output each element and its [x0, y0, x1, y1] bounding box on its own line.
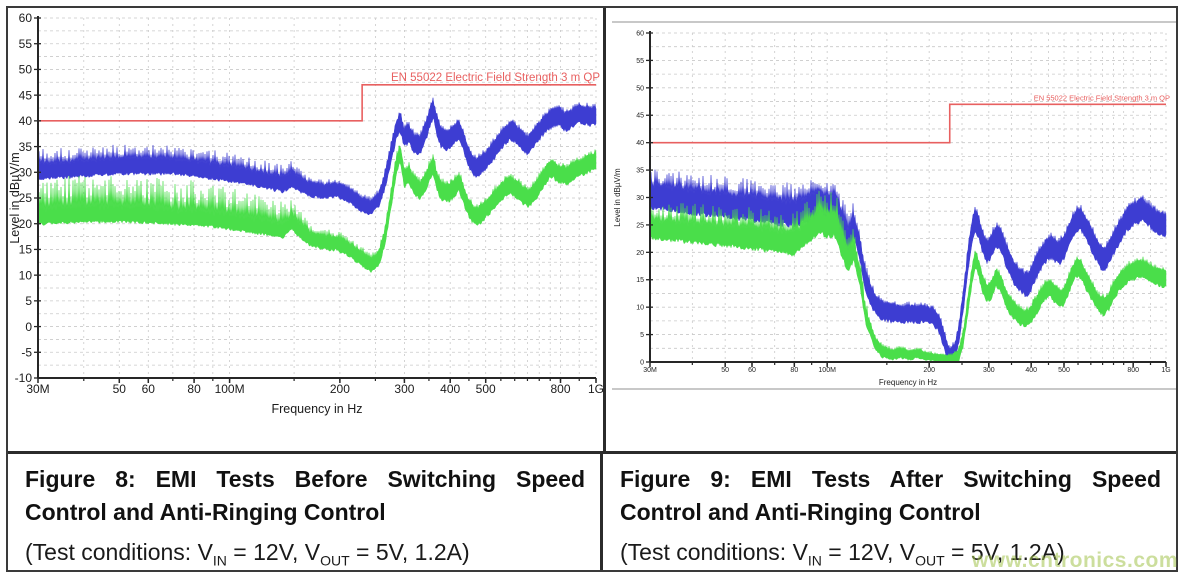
- figure9-caption-title: Figure 9: EMI Tests After Switching Spee…: [620, 466, 1161, 525]
- svg-text:Level in dBµV/m: Level in dBµV/m: [8, 152, 22, 243]
- svg-text:-5: -5: [21, 345, 32, 359]
- svg-text:300: 300: [983, 367, 995, 374]
- svg-text:1G: 1G: [588, 382, 603, 396]
- figure8-caption-title: Figure 8: EMI Tests Before Switching Spe…: [25, 466, 585, 525]
- cond-text: (Test conditions: V: [25, 539, 213, 565]
- svg-text:0: 0: [640, 359, 644, 366]
- cond-sub-out: OUT: [915, 552, 945, 569]
- svg-text:0: 0: [25, 320, 32, 334]
- cond-sub-out: OUT: [320, 552, 350, 569]
- svg-text:80: 80: [790, 367, 798, 374]
- svg-text:80: 80: [187, 382, 201, 396]
- figure-table: -10 -5 0 5 10 15 20 25 30 35 40 45 50 55 60 30M 50 60 80 10…: [6, 6, 1178, 572]
- chart-panel-figure9: 0 5 10 15 20 25 30 35 40 45 50 55 60 30M 50 60 80 100M 200…: [606, 8, 1176, 451]
- svg-text:800: 800: [1127, 367, 1139, 374]
- cond-text: = 5V, 1.2A): [349, 539, 470, 565]
- svg-text:400: 400: [1025, 367, 1037, 374]
- svg-text:200: 200: [330, 382, 350, 396]
- svg-text:35: 35: [636, 168, 644, 175]
- svg-text:45: 45: [19, 88, 33, 102]
- svg-text:45: 45: [636, 113, 644, 120]
- figure9-test-conditions: (Test conditions: VIN = 12V, VOUT = 5V, …: [620, 539, 1161, 569]
- svg-text:30: 30: [636, 195, 644, 202]
- svg-text:500: 500: [1058, 367, 1070, 374]
- svg-text:35: 35: [19, 140, 33, 154]
- svg-text:30M: 30M: [26, 382, 49, 396]
- svg-text:40: 40: [19, 114, 33, 128]
- svg-text:10: 10: [636, 305, 644, 312]
- svg-text:-10: -10: [15, 371, 33, 385]
- captions-row: Figure 8: EMI Tests Before Switching Spe…: [8, 451, 1176, 570]
- svg-text:20: 20: [19, 217, 33, 231]
- svg-text:Frequency in Hz: Frequency in Hz: [879, 378, 937, 387]
- svg-text:Level in dBµV/m: Level in dBµV/m: [613, 168, 622, 227]
- svg-text:EN 55022 Electric Field Streng: EN 55022 Electric Field Strength 3 m QP: [1034, 93, 1170, 102]
- svg-text:100M: 100M: [215, 382, 245, 396]
- svg-text:100M: 100M: [818, 367, 836, 374]
- cond-sub-in: IN: [807, 552, 822, 569]
- charts-row: -10 -5 0 5 10 15 20 25 30 35 40 45 50 55 60 30M 50 60 80 10…: [8, 8, 1176, 451]
- svg-text:50: 50: [636, 85, 644, 92]
- figure9-emi-chart: 0 5 10 15 20 25 30 35 40 45 50 55 60 30M 50 60 80 100M 200…: [612, 21, 1176, 390]
- svg-text:200: 200: [923, 367, 935, 374]
- svg-text:Frequency in Hz: Frequency in Hz: [271, 402, 362, 416]
- cond-sub-in: IN: [212, 552, 227, 569]
- cond-text: = 12V, V: [226, 539, 321, 565]
- svg-text:5: 5: [25, 294, 32, 308]
- svg-text:60: 60: [636, 30, 644, 37]
- svg-text:55: 55: [636, 58, 644, 65]
- caption-figure9: Figure 9: EMI Tests After Switching Spee…: [603, 454, 1176, 570]
- svg-text:300: 300: [394, 382, 414, 396]
- svg-text:EN 55022 Electric Field Streng: EN 55022 Electric Field Strength 3 m QP: [391, 72, 600, 84]
- svg-text:25: 25: [19, 191, 33, 205]
- svg-text:400: 400: [440, 382, 460, 396]
- svg-text:60: 60: [142, 382, 156, 396]
- caption-figure8: Figure 8: EMI Tests Before Switching Spe…: [8, 454, 603, 570]
- svg-text:15: 15: [636, 277, 644, 284]
- svg-text:50: 50: [113, 382, 127, 396]
- cond-text: (Test conditions: V: [620, 539, 808, 565]
- svg-text:20: 20: [636, 250, 644, 257]
- svg-text:60: 60: [19, 11, 33, 25]
- cond-text: = 12V, V: [821, 539, 916, 565]
- svg-text:800: 800: [550, 382, 570, 396]
- svg-text:50: 50: [721, 367, 729, 374]
- svg-text:50: 50: [19, 63, 33, 77]
- chart-panel-figure8: -10 -5 0 5 10 15 20 25 30 35 40 45 50 55 60 30M 50 60 80 10…: [8, 8, 606, 451]
- cond-text: = 5V, 1.2A): [944, 539, 1065, 565]
- svg-text:5: 5: [640, 332, 644, 339]
- svg-text:1G: 1G: [1161, 367, 1170, 374]
- svg-text:25: 25: [636, 222, 644, 229]
- svg-text:40: 40: [636, 140, 644, 147]
- svg-text:10: 10: [19, 268, 33, 282]
- svg-text:60: 60: [748, 367, 756, 374]
- svg-text:500: 500: [476, 382, 496, 396]
- svg-text:55: 55: [19, 37, 33, 51]
- figure8-test-conditions: (Test conditions: VIN = 12V, VOUT = 5V, …: [25, 539, 585, 569]
- svg-text:15: 15: [19, 243, 33, 257]
- svg-text:30: 30: [19, 165, 33, 179]
- svg-text:30M: 30M: [643, 367, 657, 374]
- figure8-emi-chart: -10 -5 0 5 10 15 20 25 30 35 40 45 50 55 60 30M 50 60 80 10…: [8, 11, 603, 416]
